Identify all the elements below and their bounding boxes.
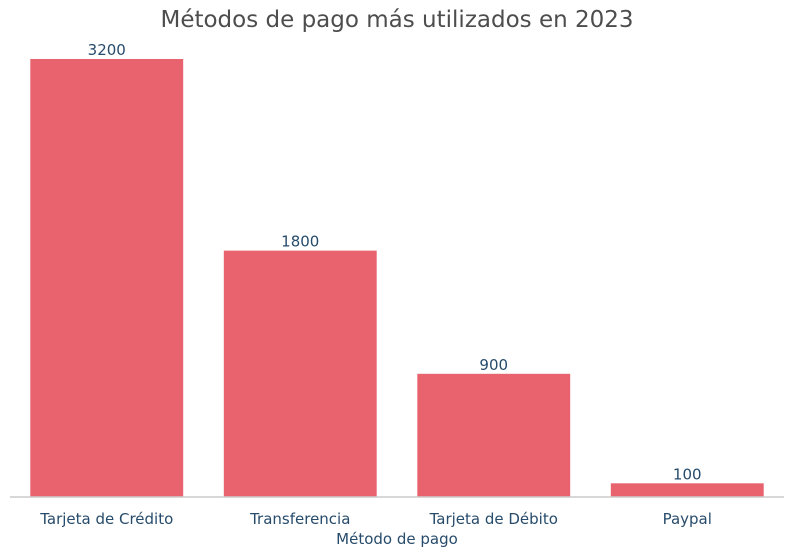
x-tick-label: Paypal [663,510,712,528]
bar-value-label: 900 [479,356,508,374]
bar-4 [610,483,764,497]
bar-value-label: 3200 [88,41,126,59]
bar-value-label: 100 [673,465,702,483]
bar-3 [417,373,571,497]
bars-layer [30,59,764,498]
bar-2 [223,250,377,498]
x-tick-label: Tarjeta de Crédito [39,510,173,528]
bar-1 [30,59,184,497]
labels-layer: 3200 Tarjeta de Crédito 1800 Transferencia 9… [39,41,712,528]
chart-title: Métodos de pago más utilizados en 2023 [160,7,633,33]
bar-value-label: 1800 [281,233,319,251]
x-tick-label: Tarjeta de Débito [429,510,558,528]
x-tick-label: Transferencia [249,510,350,528]
x-axis-title: Método de pago [336,530,458,548]
